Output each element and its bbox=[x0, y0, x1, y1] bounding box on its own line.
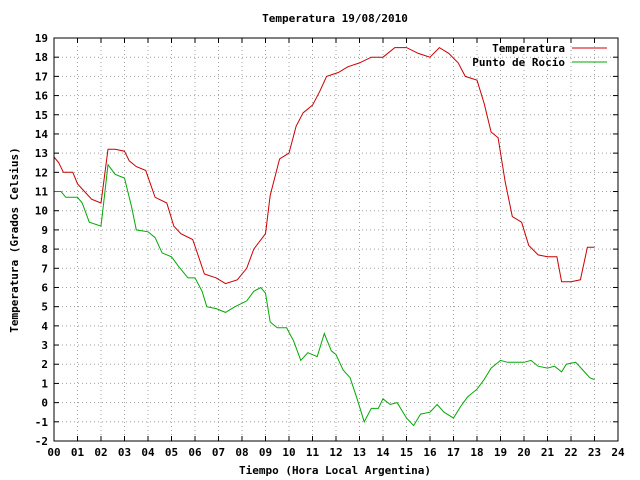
x-tick-label: 23 bbox=[588, 446, 601, 459]
x-tick-label: 08 bbox=[235, 446, 248, 459]
y-tick-label: 13 bbox=[35, 147, 48, 160]
y-tick-label: 9 bbox=[41, 224, 48, 237]
y-tick-label: 6 bbox=[41, 281, 48, 294]
x-tick-label: 20 bbox=[517, 446, 530, 459]
x-tick-label: 22 bbox=[564, 446, 577, 459]
y-tick-label: -1 bbox=[35, 416, 49, 429]
x-tick-label: 00 bbox=[47, 446, 60, 459]
y-axis-label: Temperatura (Grados Celsius) bbox=[8, 147, 21, 332]
x-tick-label: 11 bbox=[306, 446, 320, 459]
y-tick-label: 2 bbox=[41, 358, 48, 371]
x-tick-label: 05 bbox=[165, 446, 178, 459]
y-tick-label: 8 bbox=[41, 243, 48, 256]
y-tick-label: 7 bbox=[41, 262, 48, 275]
x-tick-label: 07 bbox=[212, 446, 225, 459]
legend-label-1: Punto de Rocío bbox=[472, 56, 565, 69]
x-tick-label: 09 bbox=[259, 446, 272, 459]
y-tick-label: 18 bbox=[35, 51, 48, 64]
x-tick-label: 12 bbox=[329, 446, 342, 459]
y-tick-label: 10 bbox=[35, 205, 48, 218]
y-tick-label: 3 bbox=[41, 339, 48, 352]
x-tick-label: 16 bbox=[423, 446, 437, 459]
series-line-0 bbox=[53, 46, 595, 285]
x-tick-label: 13 bbox=[353, 446, 366, 459]
x-tick-label: 14 bbox=[376, 446, 390, 459]
y-tick-label: 1 bbox=[41, 377, 48, 390]
x-tick-label: 24 bbox=[611, 446, 625, 459]
y-tick-label: 15 bbox=[35, 109, 48, 122]
x-tick-label: 19 bbox=[494, 446, 507, 459]
x-tick-label: 04 bbox=[141, 446, 155, 459]
series-line-1 bbox=[54, 163, 595, 427]
y-tick-label: 5 bbox=[41, 301, 48, 314]
x-tick-label: 15 bbox=[400, 446, 413, 459]
x-tick-label: 17 bbox=[447, 446, 460, 459]
plot-frame bbox=[53, 37, 619, 442]
x-tick-label: 03 bbox=[118, 446, 131, 459]
y-tick-label: 12 bbox=[35, 166, 48, 179]
x-tick-label: 21 bbox=[541, 446, 555, 459]
series-lines bbox=[53, 46, 595, 427]
y-tick-label: 16 bbox=[35, 90, 49, 103]
x-tick-label: 02 bbox=[94, 446, 107, 459]
x-tick-label: 10 bbox=[282, 446, 295, 459]
chart-title: Temperatura 19/08/2010 bbox=[262, 12, 408, 25]
x-tick-label: 18 bbox=[470, 446, 483, 459]
y-tick-label: 4 bbox=[41, 320, 48, 333]
y-tick-label: 14 bbox=[35, 128, 49, 141]
legend-label-0: Temperatura bbox=[492, 42, 565, 55]
y-tick-label: 17 bbox=[35, 70, 48, 83]
y-tick-label: 19 bbox=[35, 32, 48, 45]
y-tick-label: -2 bbox=[35, 435, 48, 448]
y-tick-label: 11 bbox=[35, 186, 49, 199]
grid bbox=[54, 38, 618, 441]
y-tick-label: 0 bbox=[41, 397, 48, 410]
x-axis-label: Tiempo (Hora Local Argentina) bbox=[239, 464, 431, 477]
x-tick-label: 06 bbox=[188, 446, 202, 459]
x-tick-label: 01 bbox=[71, 446, 85, 459]
